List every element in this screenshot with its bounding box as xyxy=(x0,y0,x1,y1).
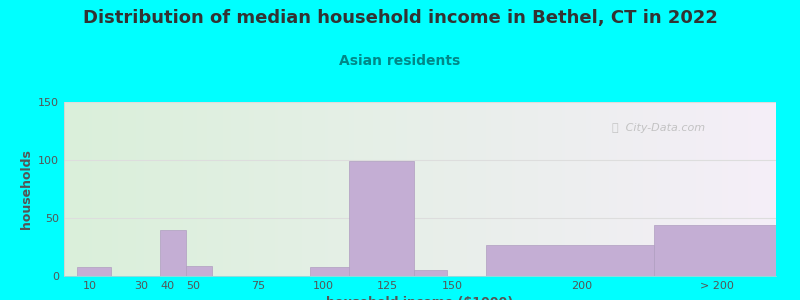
X-axis label: household income ($1000): household income ($1000) xyxy=(326,296,514,300)
Text: Distribution of median household income in Bethel, CT in 2022: Distribution of median household income … xyxy=(82,9,718,27)
Bar xyxy=(349,161,414,276)
Bar xyxy=(486,245,654,276)
Text: ⓘ  City-Data.com: ⓘ City-Data.com xyxy=(612,123,706,133)
Text: Asian residents: Asian residents xyxy=(339,54,461,68)
Bar xyxy=(186,266,211,276)
Bar xyxy=(77,267,110,276)
Bar xyxy=(414,270,447,276)
Y-axis label: households: households xyxy=(19,149,33,229)
Bar xyxy=(654,225,776,276)
Bar xyxy=(310,267,354,276)
Bar xyxy=(160,230,186,276)
